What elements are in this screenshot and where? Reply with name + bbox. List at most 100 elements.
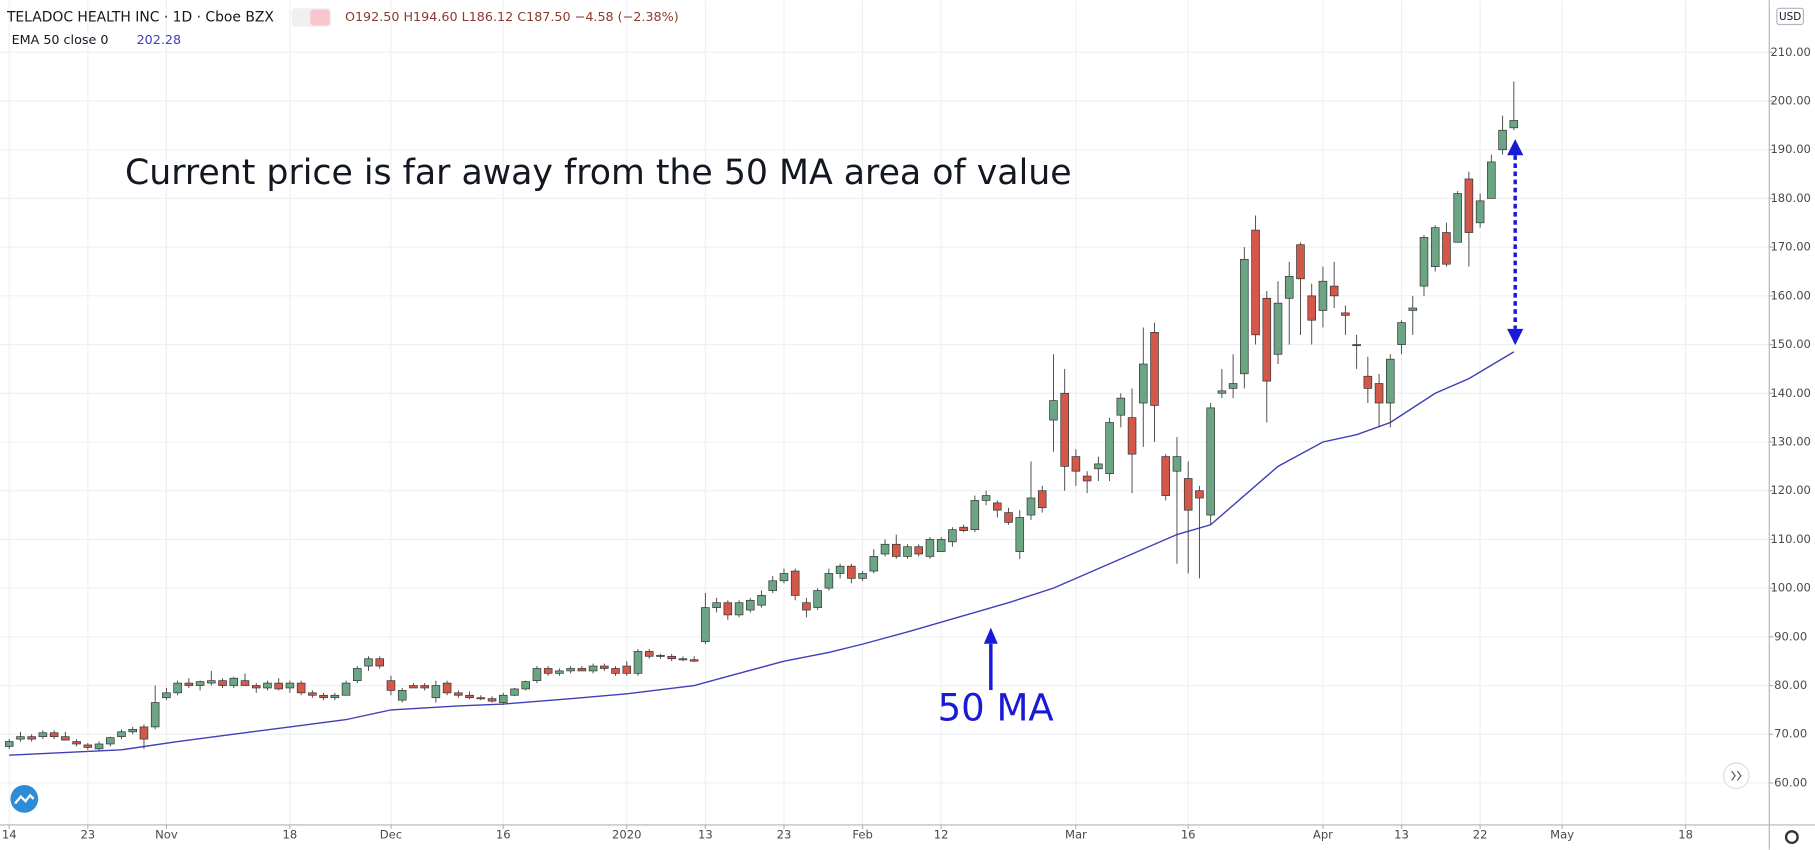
candle-body: [1341, 312, 1350, 316]
mode-toggle-active[interactable]: [310, 9, 330, 26]
candle-body: [948, 529, 957, 543]
candle-body: [240, 680, 250, 686]
candle-body: [1004, 512, 1013, 523]
y-tick-label: 120.00: [1770, 483, 1810, 497]
candle-body: [667, 655, 676, 660]
y-tick-label: 170.00: [1770, 240, 1810, 254]
candle-body: [1453, 193, 1462, 243]
candle-body: [543, 668, 553, 674]
candle-body: [49, 732, 59, 738]
ohlc-legend: O192.50 H194.60 L186.12 C187.50 −4.58 (−…: [345, 10, 679, 25]
logo[interactable]: [10, 784, 39, 813]
symbol-title[interactable]: TELADOC HEALTH INC · 1D · Cboe BZX: [6, 10, 274, 26]
candle-body: [891, 543, 901, 557]
x-tick-label: Nov: [155, 827, 178, 841]
scroll-button[interactable]: [1722, 762, 1750, 790]
arrow-head: [1507, 139, 1524, 156]
candle-body: [1318, 280, 1328, 311]
candle-body: [274, 682, 283, 690]
candle-body: [588, 665, 598, 672]
candle-body: [72, 741, 81, 745]
candle-body: [1150, 332, 1159, 406]
annotation-arrows: [983, 139, 1524, 691]
candle-body: [903, 546, 912, 557]
y-tick-label: 140.00: [1770, 386, 1810, 400]
x-tick-label: 23: [80, 827, 95, 841]
candle-body: [802, 602, 811, 611]
candle-body: [117, 731, 126, 738]
candle-body: [1206, 407, 1215, 516]
x-tick-label: Dec: [380, 827, 402, 841]
candle-body: [1509, 120, 1519, 129]
candle-body: [38, 732, 48, 738]
x-tick-label: 18: [1678, 827, 1693, 841]
candle-body: [1127, 417, 1137, 455]
candle-body: [139, 726, 149, 740]
candle-body: [1329, 285, 1339, 297]
x-tick-label: Mar: [1065, 827, 1087, 841]
candle-body: [869, 556, 879, 572]
candle-body: [824, 573, 834, 589]
y-tick-label: 100.00: [1770, 581, 1810, 595]
y-tick-label: 130.00: [1770, 434, 1810, 448]
candle-body: [1262, 297, 1272, 382]
candle-body: [330, 694, 340, 699]
candle-body: [308, 692, 317, 696]
candle-body: [936, 539, 946, 552]
indicator-name[interactable]: EMA 50 close 0: [12, 33, 109, 48]
x-tick-label: 22: [1473, 827, 1488, 841]
candles: [4, 81, 1519, 752]
x-tick-label: Feb: [852, 827, 872, 841]
y-tick-label: 70.00: [1774, 727, 1807, 741]
candle-body: [1464, 178, 1474, 233]
candle-body: [94, 743, 104, 750]
candle-body: [1060, 392, 1069, 467]
candle-body: [1037, 490, 1047, 509]
annotation-text: Current price is far away from the 50 MA…: [125, 153, 1072, 193]
candle-body: [757, 595, 766, 606]
candle-body: [1430, 227, 1440, 267]
candle-body: [442, 682, 452, 694]
candle-body: [386, 680, 396, 691]
candle-body: [263, 682, 272, 689]
arrow-head: [983, 627, 998, 644]
candle-body: [1487, 161, 1496, 199]
x-tick-label: 13: [1394, 827, 1409, 841]
candle-body: [1195, 490, 1204, 499]
candle-body: [251, 685, 261, 689]
candle-body: [1049, 400, 1058, 421]
candle-body: [128, 729, 137, 733]
candle-body: [105, 737, 115, 745]
y-tick-label: 200.00: [1770, 94, 1810, 108]
candle-body: [431, 685, 441, 699]
candle-body: [880, 543, 890, 555]
x-tick-label: 18: [283, 827, 298, 841]
candle-body: [532, 668, 542, 682]
candle-body: [779, 573, 789, 582]
x-tick-label: 16: [1181, 827, 1196, 841]
candle-body: [712, 602, 721, 608]
grid: [0, 0, 1774, 829]
settings-button[interactable]: [1784, 830, 1799, 845]
y-tick-label: 160.00: [1770, 288, 1810, 302]
candle-body: [487, 698, 497, 702]
candle-body: [184, 682, 194, 686]
candle-body: [858, 573, 867, 579]
candle-body: [768, 580, 778, 591]
candle-body: [319, 694, 328, 699]
candle-body: [1307, 295, 1316, 321]
y-tick-label: 180.00: [1770, 191, 1810, 205]
candle-body: [150, 702, 160, 728]
x-tick-label: May: [1550, 827, 1574, 841]
candle-body: [1442, 232, 1451, 265]
candle-body: [173, 682, 182, 694]
candle-body: [835, 565, 845, 574]
candle-body: [510, 688, 519, 696]
candle-body: [1026, 497, 1036, 516]
candle-body: [229, 677, 239, 686]
candle-body: [207, 680, 216, 684]
candle-body: [521, 681, 530, 690]
candle-body: [420, 685, 429, 689]
